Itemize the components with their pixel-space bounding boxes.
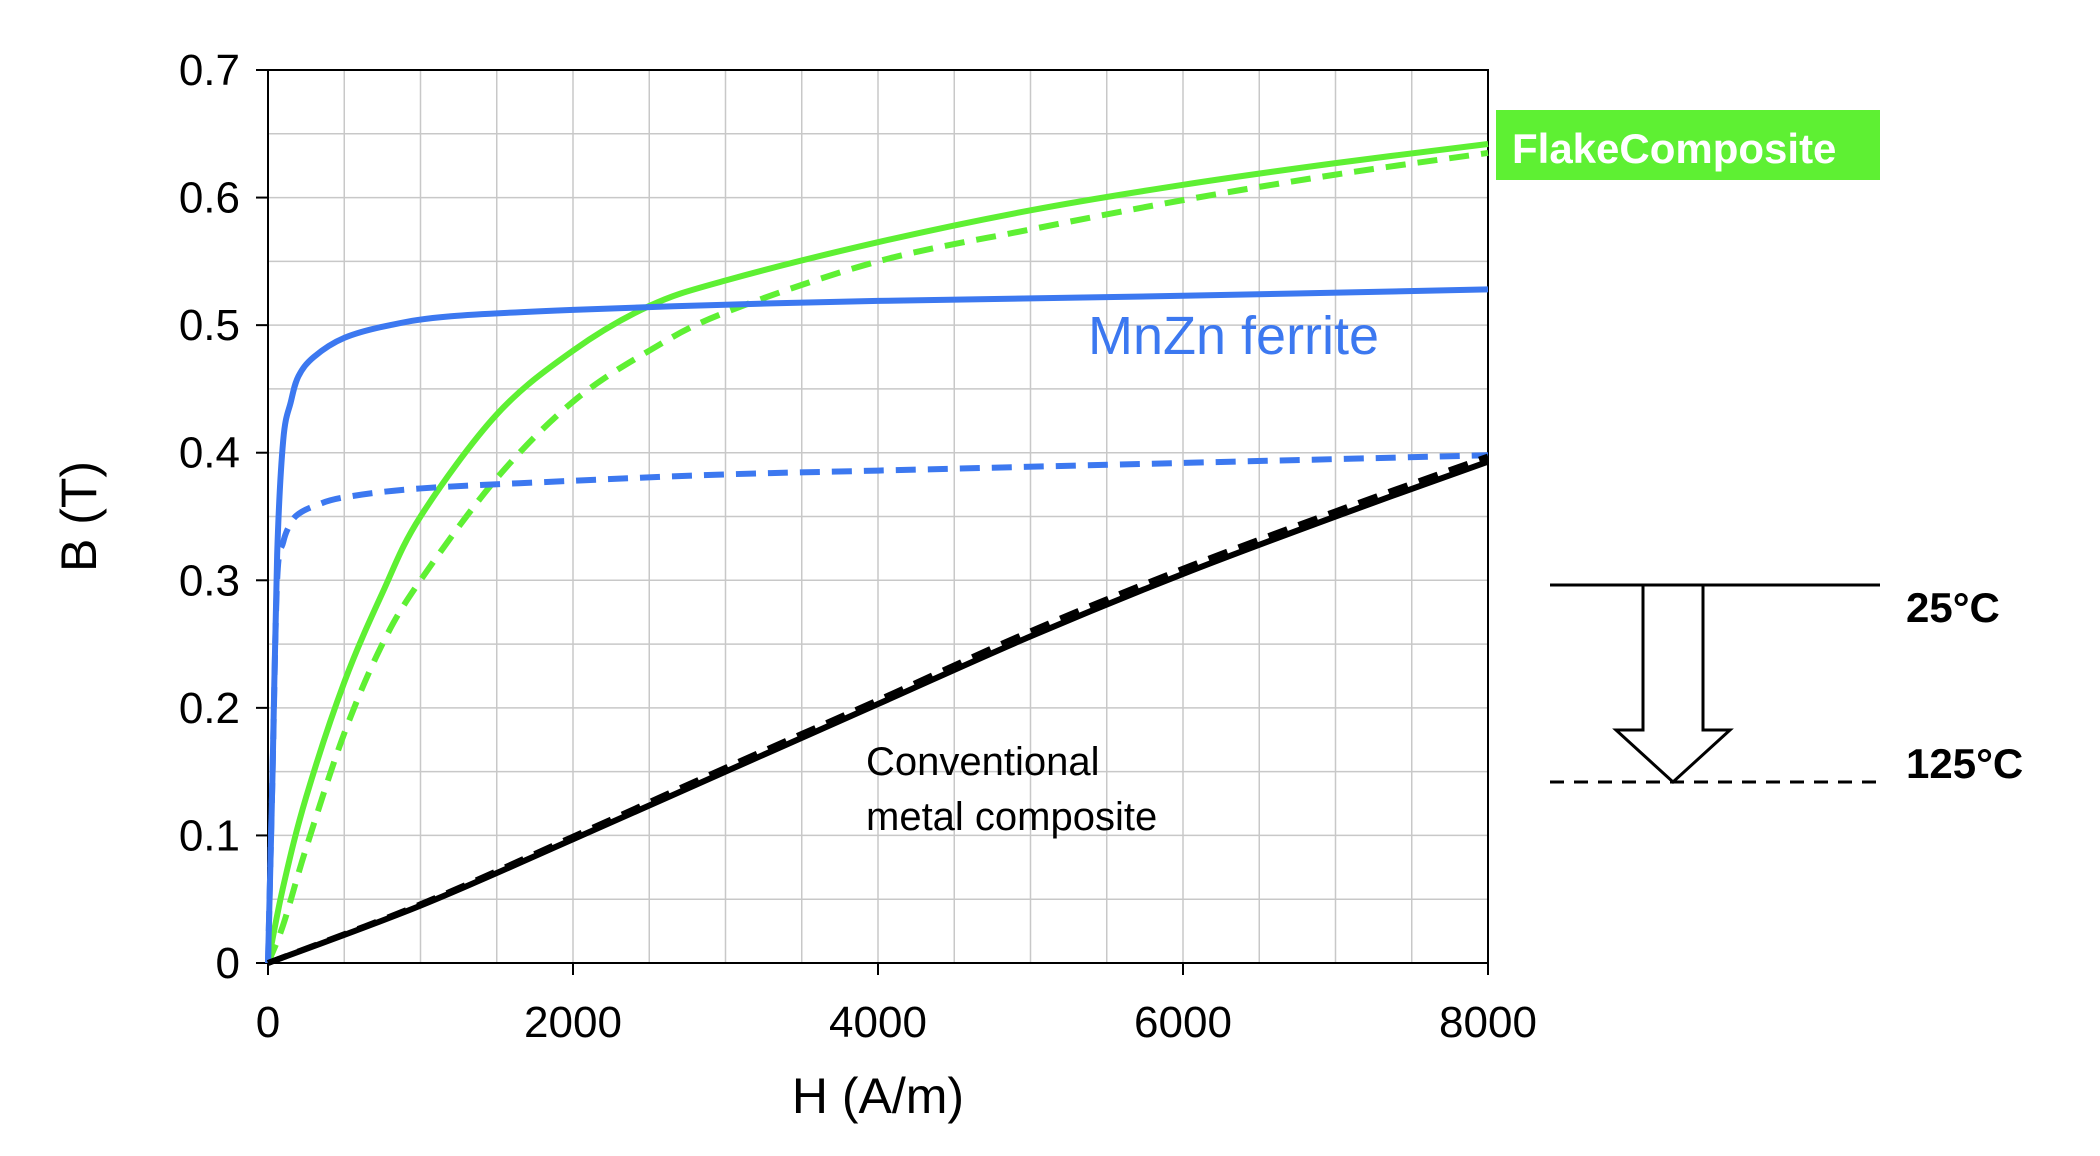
series-line-flake-125	[265, 149, 1489, 965]
y-tick-label: 0.2	[179, 684, 240, 733]
series-line-ferrite-25	[265, 286, 1489, 964]
y-tick-label: 0.5	[179, 301, 240, 350]
x-tick-label: 4000	[829, 998, 927, 1047]
legend-125c-label: 125°C	[1906, 740, 2023, 787]
series-layer	[265, 141, 1490, 966]
x-tick-label: 6000	[1134, 998, 1232, 1047]
x-axis-title: H (A/m)	[792, 1068, 964, 1124]
y-tick-label: 0.6	[179, 174, 240, 223]
y-tick-label: 0.3	[179, 556, 240, 605]
axis-ticks: 0 0.1 0.2 0.3 0.4 0.5 0.6 0.7 0 2000 4000 6000 8000	[179, 46, 1537, 1047]
x-tick-label: 8000	[1439, 998, 1537, 1047]
y-tick-label: 0	[216, 939, 240, 988]
series-line-ferrite-125	[265, 452, 1489, 964]
y-axis-title: B (T)	[51, 461, 107, 572]
flake-composite-label-box	[1496, 110, 1880, 180]
down-arrow-icon	[1612, 583, 1734, 785]
series-line-flake-25	[265, 141, 1489, 964]
x-tick-label: 0	[256, 998, 280, 1047]
legend-25c-label: 25°C	[1906, 584, 2000, 631]
series-line-conv-25	[266, 458, 1490, 966]
mnzn-ferrite-label: MnZn ferrite	[1088, 306, 1379, 366]
x-tick-label: 2000	[524, 998, 622, 1047]
flake-composite-label: FlakeComposite	[1512, 125, 1836, 172]
conventional-label-line1: Conventional	[866, 740, 1100, 784]
y-tick-label: 0.7	[179, 46, 240, 95]
temperature-legend: 25°C 125°C	[1550, 583, 2023, 787]
y-tick-label: 0.1	[179, 811, 240, 860]
y-tick-label: 0.4	[179, 429, 240, 478]
conventional-label-line2: metal composite	[866, 795, 1157, 839]
